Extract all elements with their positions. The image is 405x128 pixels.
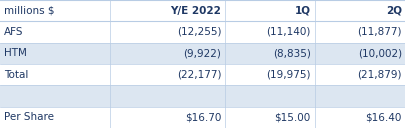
Bar — [0, 85, 405, 107]
Text: 2Q: 2Q — [385, 6, 401, 16]
Text: (19,975): (19,975) — [265, 70, 310, 80]
Bar — [0, 64, 405, 85]
Text: (11,877): (11,877) — [356, 27, 401, 37]
Text: $16.70: $16.70 — [184, 112, 221, 122]
Text: (22,177): (22,177) — [176, 70, 221, 80]
Text: Y/E 2022: Y/E 2022 — [170, 6, 221, 16]
Text: (21,879): (21,879) — [356, 70, 401, 80]
Bar — [0, 107, 405, 128]
Text: HTM: HTM — [4, 48, 27, 58]
Bar — [0, 21, 405, 43]
Text: (11,140): (11,140) — [266, 27, 310, 37]
Text: (9,922): (9,922) — [183, 48, 221, 58]
Text: Total: Total — [4, 70, 28, 80]
Text: millions $: millions $ — [4, 6, 54, 16]
Text: Per Share: Per Share — [4, 112, 54, 122]
Text: (8,835): (8,835) — [272, 48, 310, 58]
Text: (10,002): (10,002) — [357, 48, 401, 58]
Text: $16.40: $16.40 — [364, 112, 401, 122]
Text: 1Q: 1Q — [294, 6, 310, 16]
Bar — [0, 43, 405, 64]
Text: (12,255): (12,255) — [176, 27, 221, 37]
Text: $15.00: $15.00 — [274, 112, 310, 122]
Text: AFS: AFS — [4, 27, 23, 37]
Bar — [0, 0, 405, 21]
